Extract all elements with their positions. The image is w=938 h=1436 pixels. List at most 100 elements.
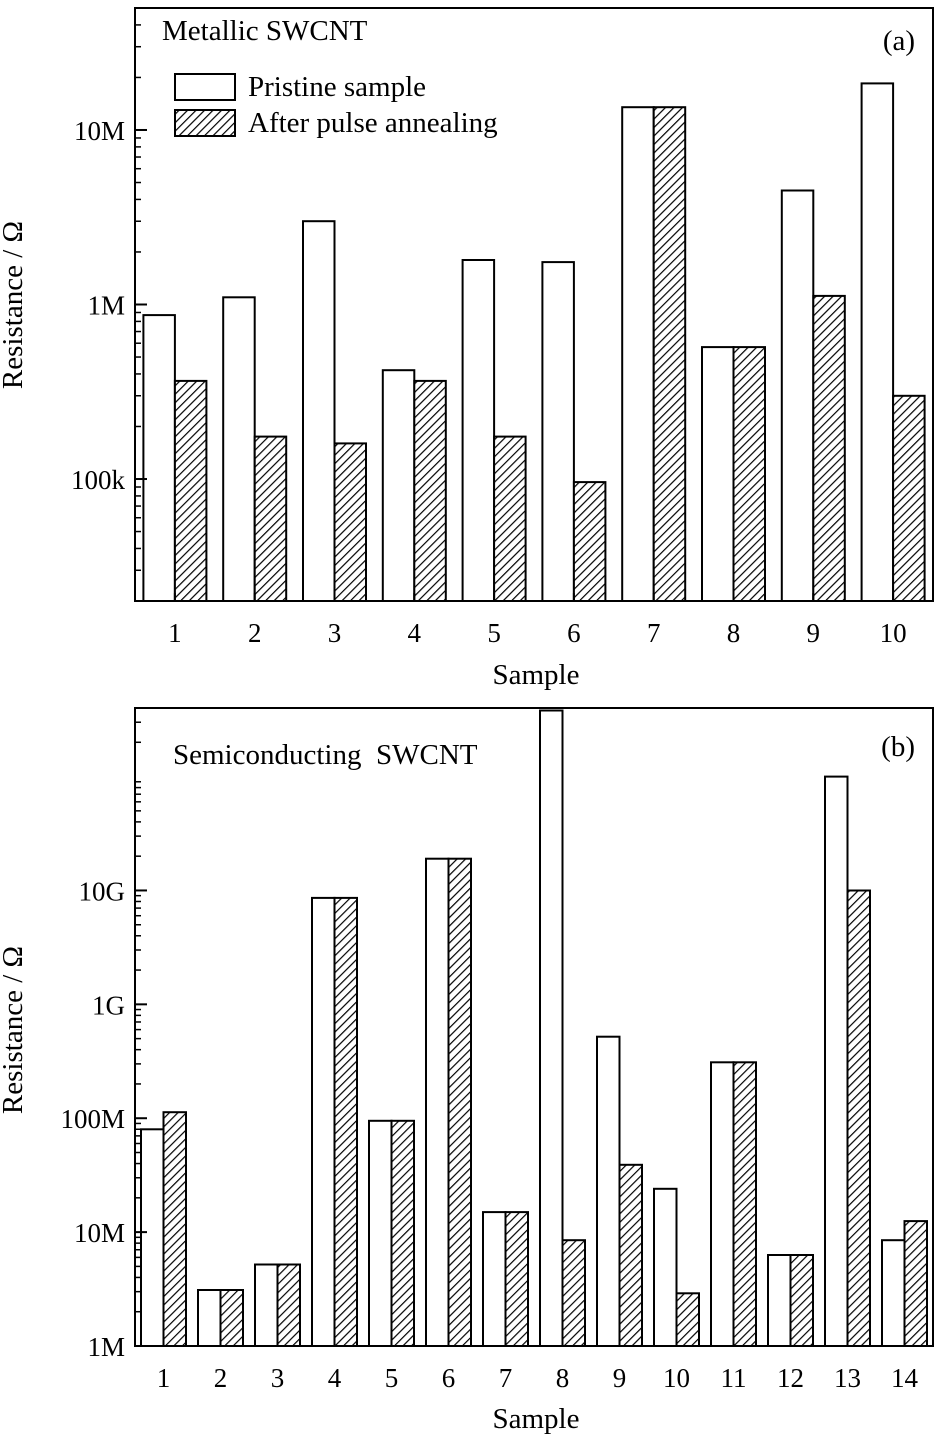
bar-annealed-13 (846, 889, 871, 1347)
bar-pristine-3 (254, 1263, 279, 1347)
bar-pristine-1 (142, 314, 176, 602)
x-tick-label: 12 (777, 1363, 804, 1393)
bars-panel-a (142, 82, 926, 603)
x-ticks-panel-a: 1 2 3 4 5 6 7 8 9 10 (168, 593, 907, 648)
panel-label-a: (a) (883, 25, 915, 57)
bar-annealed-5 (493, 435, 527, 602)
bar-pristine-5 (368, 1119, 393, 1348)
bar-annealed-9 (812, 294, 846, 602)
bar-annealed-5 (390, 1119, 415, 1348)
bar-annealed-6 (572, 481, 607, 603)
x-tick-label: 9 (613, 1363, 627, 1393)
bar-pristine-7 (482, 1211, 507, 1347)
bar-annealed-3 (276, 1263, 301, 1347)
bar-pristine-10 (653, 1187, 678, 1348)
bar-annealed-4 (413, 379, 447, 602)
bar-pristine-4 (311, 896, 336, 1348)
y-ticks-panel-b: 1M 10M 100M 1G 10G (60, 707, 147, 1362)
x-axis-title-b: Sample (493, 1403, 580, 1435)
x-tick-label: 9 (807, 618, 821, 648)
x-tick-label: 6 (442, 1363, 456, 1393)
plot-frame-b (134, 707, 934, 1347)
legend-label-pristine: Pristine sample (248, 71, 426, 103)
bar-annealed-10 (892, 394, 926, 602)
x-tick-label: 3 (328, 618, 342, 648)
bars-panel-b (140, 709, 928, 1348)
annotation-b: Semiconducting SWCNT (173, 739, 478, 771)
bar-annealed-1 (162, 1111, 187, 1347)
legend: Pristine sample After pulse annealing (174, 71, 498, 139)
bar-pristine-8 (701, 346, 735, 602)
bar-annealed-11 (732, 1061, 757, 1348)
x-tick-label: 10 (880, 618, 907, 648)
legend-swatch-pristine (174, 73, 236, 101)
y-tick-label: 100M (60, 1104, 125, 1134)
bar-pristine-8 (539, 709, 564, 1347)
x-tick-label: 6 (567, 618, 581, 648)
x-tick-label: 4 (328, 1363, 342, 1393)
y-axis-title-a: Resistance / Ω (0, 221, 29, 389)
bar-annealed-9 (618, 1163, 643, 1348)
bar-annealed-2 (253, 435, 288, 602)
x-tick-label: 13 (834, 1363, 861, 1393)
y-ticks-panel-a: 100k 1M 10M (71, 7, 147, 602)
bar-pristine-9 (596, 1035, 621, 1347)
x-tick-label: 11 (721, 1363, 747, 1393)
bar-pristine-12 (767, 1254, 792, 1347)
y-axis-title-b: Resistance / Ω (0, 946, 29, 1114)
bar-annealed-3 (333, 442, 367, 602)
bar-pristine-5 (461, 259, 496, 602)
bar-pristine-7 (621, 106, 655, 602)
bar-pristine-2 (222, 296, 256, 602)
bar-annealed-8 (561, 1239, 586, 1347)
bar-pristine-14 (881, 1239, 906, 1347)
y-tick-label: 1G (92, 990, 125, 1020)
x-axis-title-a: Sample (493, 659, 580, 691)
x-tick-label: 2 (248, 618, 262, 648)
x-tick-label: 5 (385, 1363, 399, 1393)
bar-pristine-6 (541, 261, 575, 602)
x-tick-label: 1 (168, 618, 182, 648)
bar-pristine-9 (780, 189, 815, 602)
bar-annealed-10 (675, 1292, 700, 1348)
chart-panel-a: 100k 1M 10M 1 2 3 4 5 6 7 8 9 10 Metallic SWCNT (a)… (0, 7, 934, 691)
bar-pristine-4 (381, 369, 416, 603)
bar-annealed-14 (903, 1220, 928, 1347)
y-tick-label: 10M (74, 1218, 125, 1248)
annotation-a: Metallic SWCNT (162, 15, 368, 47)
x-tick-label: 14 (891, 1363, 919, 1393)
bar-pristine-10 (860, 82, 895, 602)
bar-annealed-7 (652, 106, 687, 602)
bar-pristine-11 (710, 1061, 735, 1348)
x-tick-label: 7 (647, 618, 661, 648)
y-tick-label: 1M (87, 291, 125, 321)
panel-label-b: (b) (881, 731, 915, 763)
y-tick-label: 1M (87, 1332, 125, 1362)
bar-pristine-13 (824, 775, 849, 1347)
bar-annealed-1 (173, 379, 208, 602)
y-tick-label: 10M (74, 116, 125, 146)
bar-annealed-12 (789, 1254, 814, 1347)
x-tick-label: 4 (408, 618, 422, 648)
bar-pristine-1 (140, 1128, 165, 1348)
bar-pristine-2 (197, 1289, 222, 1347)
x-tick-label: 7 (499, 1363, 513, 1393)
bar-annealed-6 (447, 857, 472, 1347)
x-tick-label: 1 (157, 1363, 171, 1393)
x-tick-label: 8 (556, 1363, 570, 1393)
x-tick-label: 10 (663, 1363, 690, 1393)
x-tick-label: 3 (271, 1363, 285, 1393)
bar-annealed-4 (333, 896, 358, 1348)
x-tick-label: 5 (487, 618, 501, 648)
bar-annealed-7 (504, 1211, 529, 1347)
bar-annealed-2 (219, 1289, 244, 1347)
legend-label-annealed: After pulse annealing (248, 107, 498, 139)
x-tick-label: 8 (727, 618, 741, 648)
bar-pristine-3 (302, 220, 336, 602)
y-tick-label: 100k (71, 465, 126, 495)
bar-annealed-8 (732, 346, 766, 602)
bar-pristine-6 (425, 857, 450, 1347)
x-tick-label: 2 (214, 1363, 228, 1393)
